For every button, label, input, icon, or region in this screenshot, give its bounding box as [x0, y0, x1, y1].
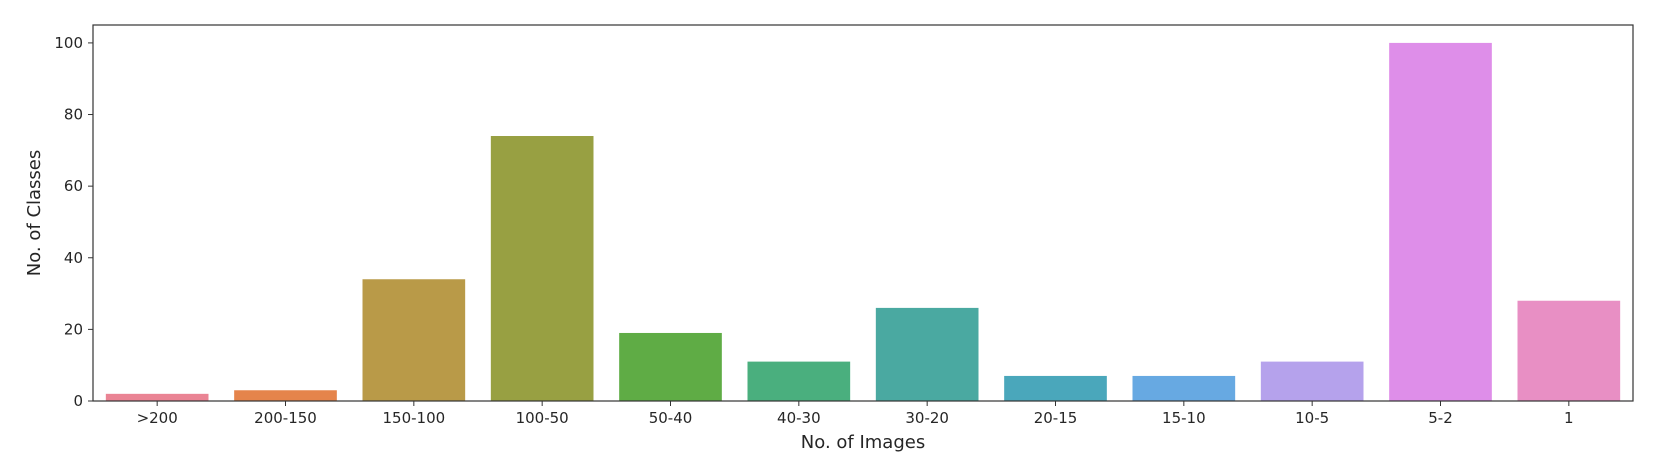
y-tick-label: 20	[64, 320, 83, 338]
x-axis-label: No. of Images	[801, 432, 925, 453]
x-tick-label: 40-30	[777, 409, 821, 427]
bar-6	[875, 307, 979, 401]
x-tick-label: >200	[137, 409, 178, 427]
y-tick-label: 40	[64, 249, 83, 267]
x-tick-label: 200-150	[254, 409, 317, 427]
plot-frame	[92, 24, 1634, 402]
bar-2	[362, 279, 466, 401]
x-tick-label: 30-20	[905, 409, 949, 427]
x-tick-label: 15-10	[1162, 409, 1206, 427]
x-tick-label: 10-5	[1295, 409, 1329, 427]
x-axis-ticks: >200 200-150 150-100 100-50 50-40 40-30 30-20 2…	[137, 401, 1574, 427]
x-tick-label: 20-15	[1034, 409, 1078, 427]
bar-9	[1260, 361, 1364, 401]
bar-4	[619, 332, 722, 401]
bar-5	[747, 361, 851, 401]
bars-group	[105, 42, 1621, 402]
y-axis-label: No. of Classes	[24, 150, 45, 276]
x-tick-label: 5-2	[1428, 409, 1453, 427]
x-tick-label: 1	[1564, 409, 1574, 427]
y-tick-label: 60	[64, 177, 83, 195]
x-tick-label: 100-50	[516, 409, 569, 427]
y-tick-label: 0	[73, 392, 83, 410]
bar-11	[1517, 300, 1621, 401]
x-tick-label: 150-100	[382, 409, 445, 427]
bar-1	[234, 390, 337, 401]
bar-3	[490, 136, 594, 401]
bar-8	[1132, 375, 1236, 401]
bar-7	[1004, 375, 1107, 401]
bar-10	[1389, 42, 1492, 402]
bar-0	[105, 393, 209, 401]
y-axis-ticks: 0 20 40 60 80 100	[54, 34, 93, 410]
x-tick-label: 50-40	[649, 409, 693, 427]
y-tick-label: 100	[54, 34, 83, 52]
y-tick-label: 80	[64, 106, 83, 124]
